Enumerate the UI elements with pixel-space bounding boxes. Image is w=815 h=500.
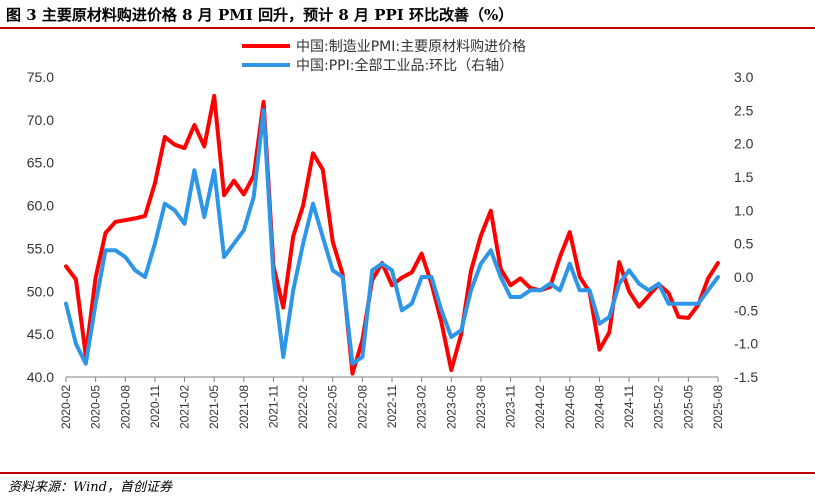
y-left-tick-label: 45.0 [27, 326, 54, 342]
y-left-tick-label: 60.0 [27, 198, 54, 214]
series-line-ppi-mom [64, 108, 720, 366]
y-left-tick-label: 75.0 [27, 69, 54, 85]
y-right-tick-label: 0.5 [734, 236, 754, 252]
y-right-tick-label: 2.0 [734, 136, 754, 152]
x-tick-label: 2020-08 [118, 385, 132, 429]
legend-label: 中国:PPI:全部工业品:环比（右轴） [296, 57, 513, 74]
x-tick-label: 2020-11 [148, 385, 162, 428]
figure-title: 图 3 主要原材料购进价格 8 月 PMI 回升，预计 8 月 PPI 环比改善… [6, 6, 514, 24]
x-tick-label: 2022-02 [296, 385, 310, 429]
x-tick-label: 2023-11 [504, 385, 518, 428]
y-left-tick-label: 65.0 [27, 155, 54, 171]
x-tick-label: 2021-11 [266, 385, 280, 428]
x-tick-label: 2020-02 [59, 385, 73, 429]
y-left-tick-label: 50.0 [27, 283, 54, 299]
x-tick-label: 2020-05 [89, 385, 103, 429]
source-note: 资料来源：Wind，首创证券 [8, 480, 172, 495]
x-tick-label: 2022-08 [355, 385, 369, 429]
y-right-tick-label: 3.0 [734, 69, 754, 85]
x-tick-label: 2025-02 [652, 385, 666, 429]
x-tick-label: 2024-08 [592, 385, 606, 429]
x-tick-label: 2021-08 [237, 385, 251, 429]
x-tick-label: 2023-02 [415, 385, 429, 429]
y-right-tick-label: 2.5 [734, 102, 754, 118]
title-bar: 图 3 主要原材料购进价格 8 月 PMI 回升，预计 8 月 PPI 环比改善… [0, 0, 815, 28]
y-left-tick-label: 40.0 [27, 369, 54, 385]
x-tick-label: 2024-05 [563, 385, 577, 429]
legend-label: 中国:制造业PMI:主要原材料购进价格 [296, 39, 526, 55]
x-tick-label: 2025-05 [681, 385, 695, 429]
y-left-tick-label: 55.0 [27, 240, 54, 256]
top-rule [0, 27, 815, 29]
x-tick-label: 2024-11 [622, 385, 636, 428]
y-left-tick-label: 70.0 [27, 112, 54, 128]
line-chart: 2020-02 2020-05 2020-08 2020-11 2021-02 2021-… [27, 39, 759, 429]
x-tick-label: 2023-05 [444, 385, 458, 429]
y-right-tick-label: -0.5 [734, 302, 758, 318]
x-tick-label: 2025-08 [711, 385, 725, 429]
y-right-tick-label: 1.0 [734, 202, 754, 218]
y-right-tick-label: 0.0 [734, 269, 754, 285]
x-tick-label: 2021-02 [178, 385, 192, 429]
series-line-pmi-raw-material-price [64, 93, 720, 376]
x-tick-label: 2024-02 [533, 385, 547, 429]
x-tick-label: 2022-11 [385, 385, 399, 428]
y-right-tick-label: -1.5 [734, 369, 758, 385]
y-right-tick-label: 1.5 [734, 169, 754, 185]
bottom-rule [0, 472, 815, 474]
x-tick-label: 2021-05 [207, 385, 221, 429]
y-right-tick-label: -1.0 [734, 336, 758, 352]
x-tick-label: 2022-05 [326, 385, 340, 429]
x-tick-label: 2023-08 [474, 385, 488, 429]
